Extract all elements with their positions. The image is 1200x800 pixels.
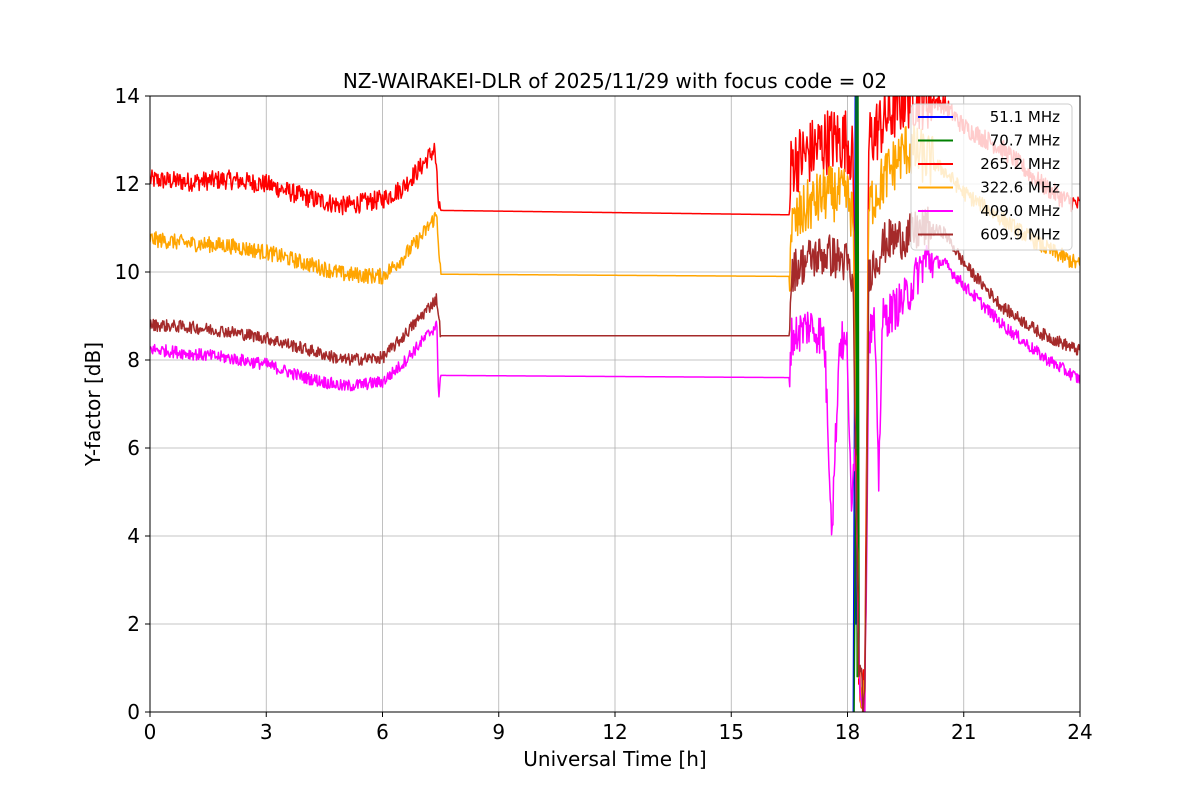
series-line-70-7-mhz: [853, 96, 860, 712]
y-tick-label: 10: [115, 260, 140, 284]
legend-label: 609.9 MHz: [980, 226, 1060, 244]
x-tick-label: 15: [719, 720, 744, 744]
y-axis-label: Y-factor [dB]: [81, 342, 105, 467]
y-tick-label: 8: [127, 348, 140, 372]
legend-label: 322.6 MHz: [980, 179, 1060, 197]
x-axis-label: Universal Time [h]: [523, 747, 706, 771]
x-tick-label: 24: [1067, 720, 1092, 744]
x-tick-label: 9: [492, 720, 505, 744]
legend-label: 70.7 MHz: [990, 132, 1060, 150]
x-tick-label: 0: [144, 720, 157, 744]
y-tick-label: 4: [127, 524, 140, 548]
y-tick-label: 6: [127, 436, 140, 460]
y-tick-label: 12: [115, 172, 140, 196]
y-tick-label: 14: [115, 84, 140, 108]
x-tick-label: 18: [835, 720, 860, 744]
legend: 51.1 MHz 70.7 MHz 265.2 MHz 322.6 MHz 409.0 …: [910, 103, 1073, 251]
series-line-409-0-mhz: [150, 245, 1080, 712]
x-tick-label: 12: [602, 720, 627, 744]
x-tick-label: 3: [260, 720, 273, 744]
chart-title: NZ-WAIRAKEI-DLR of 2025/11/29 with focus…: [343, 69, 887, 93]
x-tick-label: 6: [376, 720, 389, 744]
x-tick-label: 21: [951, 720, 976, 744]
legend-label: 51.1 MHz: [990, 108, 1060, 126]
legend-label: 409.0 MHz: [980, 202, 1060, 220]
series-line-265-2-mhz: [150, 96, 1080, 712]
legend-label: 265.2 MHz: [980, 155, 1060, 173]
y-tick-label: 2: [127, 612, 140, 636]
y-tick-label: 0: [127, 700, 140, 724]
